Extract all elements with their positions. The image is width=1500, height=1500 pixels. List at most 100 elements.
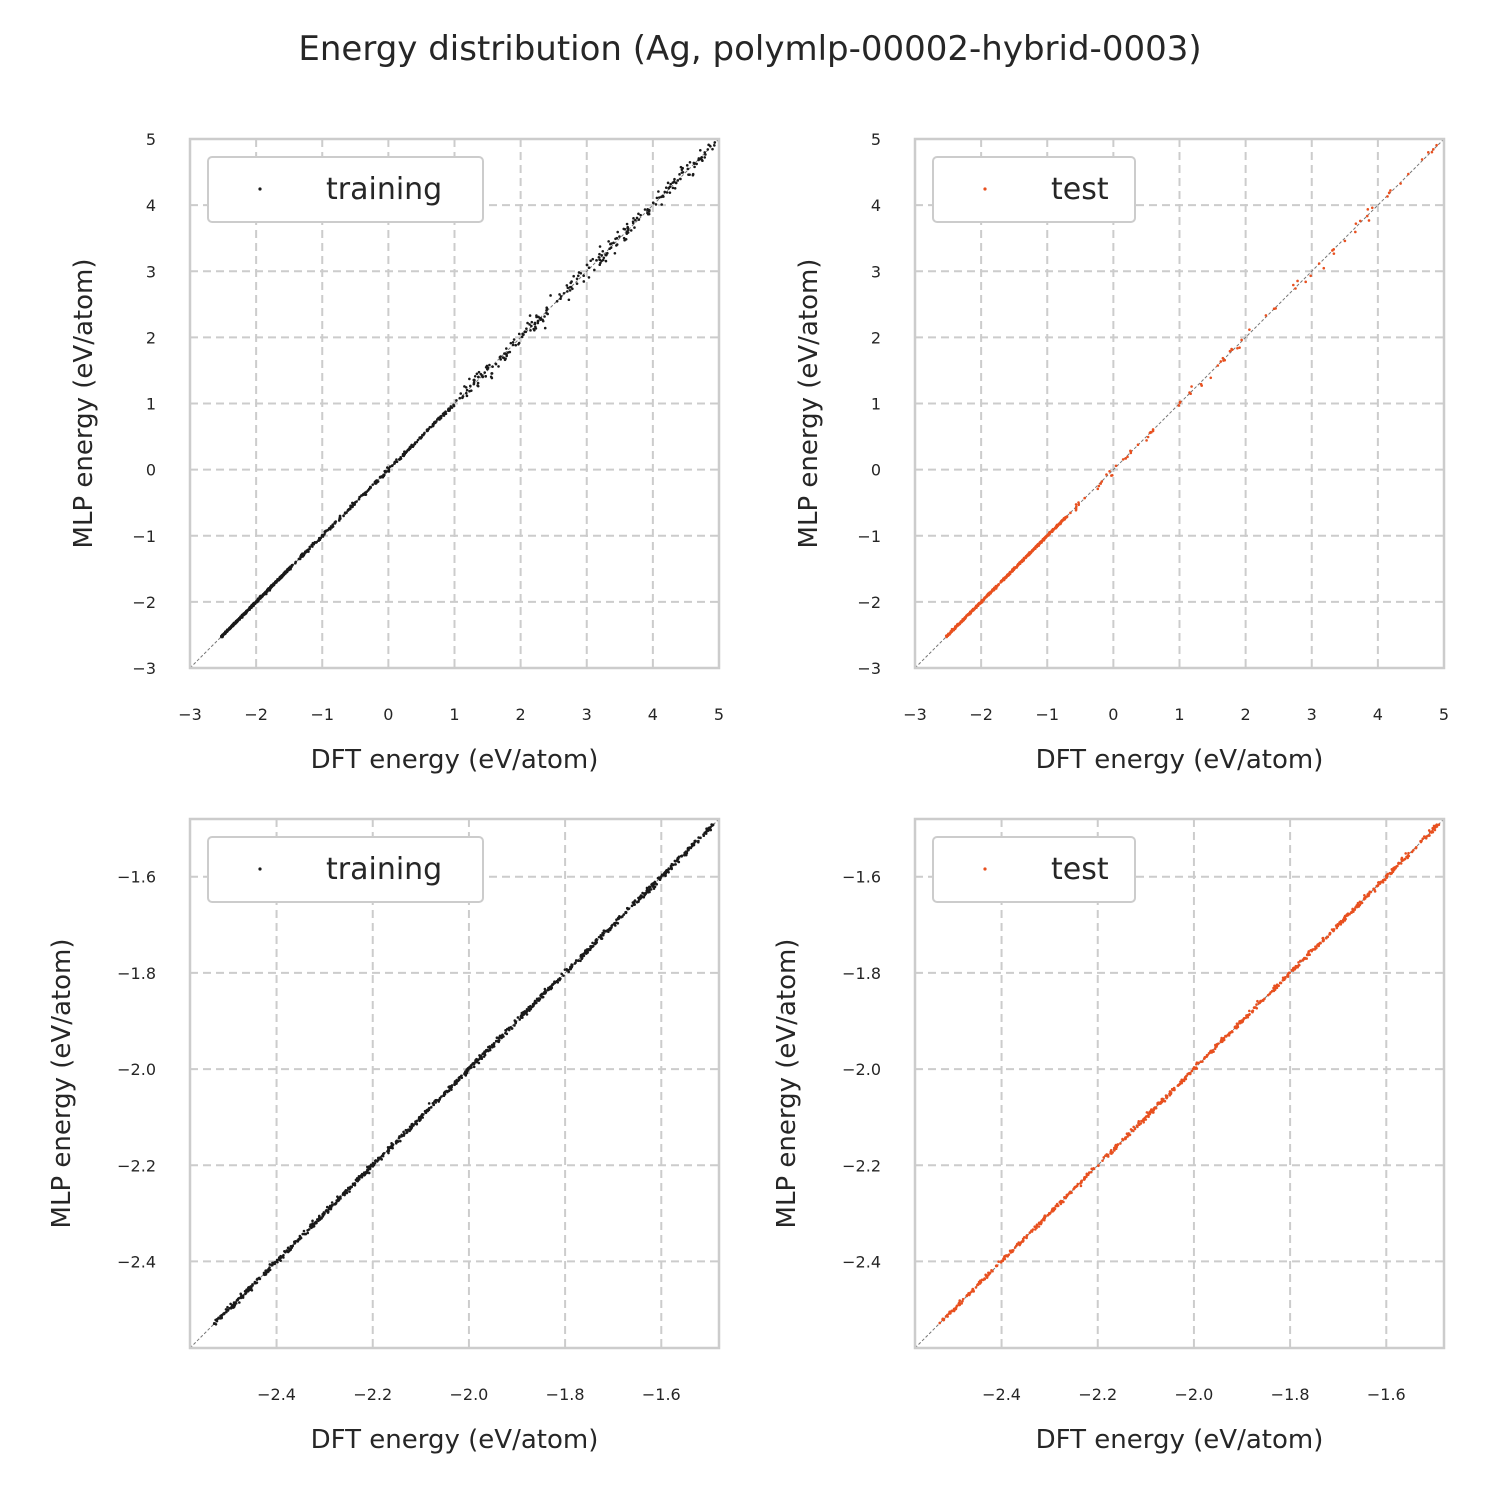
data-point-test xyxy=(1216,364,1220,367)
data-point-test xyxy=(1228,349,1232,353)
data-point-training xyxy=(220,635,223,638)
data-point-training xyxy=(433,1100,436,1103)
data-point-test xyxy=(1077,503,1081,507)
legend-label: test xyxy=(1051,852,1109,887)
data-point-test xyxy=(1135,1124,1139,1127)
data-point-test xyxy=(1354,222,1358,225)
data-point-training xyxy=(407,1128,410,1131)
data-point-training xyxy=(336,1199,339,1203)
data-point-test xyxy=(950,1309,954,1313)
chart-panel-top-left: −3 −2 −1 0 1 2 3 4 5 −3 −2 −1 0 1 2 3 4 5 DFT energy (eV/a… xyxy=(69,130,724,775)
data-point-training xyxy=(541,319,545,323)
data-point-test xyxy=(1396,864,1399,868)
data-point-training xyxy=(449,405,453,408)
data-point-test xyxy=(1386,195,1389,198)
data-point-training xyxy=(477,375,480,379)
data-point-test xyxy=(1129,451,1133,455)
data-point-training xyxy=(624,911,627,915)
y-tick-label: −2.4 xyxy=(842,1252,881,1271)
data-point-training xyxy=(440,1095,443,1098)
data-point-training xyxy=(349,1185,352,1189)
data-point-training xyxy=(692,842,696,845)
data-point-test xyxy=(1348,912,1351,916)
data-point-training xyxy=(234,1301,237,1304)
data-point-training xyxy=(531,1004,535,1008)
data-point-test xyxy=(1219,360,1223,363)
data-point-training xyxy=(586,948,590,951)
data-point-test xyxy=(1356,903,1359,907)
data-point-test xyxy=(1037,1225,1041,1228)
data-point-test xyxy=(1383,878,1387,882)
data-point-training xyxy=(468,389,471,393)
data-point-training xyxy=(679,177,682,181)
data-point-training xyxy=(250,603,254,607)
data-point-training xyxy=(631,901,635,904)
data-point-training xyxy=(637,212,640,216)
data-point-test xyxy=(946,1313,949,1317)
data-point-test xyxy=(1051,1210,1054,1213)
data-point-training xyxy=(237,1296,241,1300)
data-point-training xyxy=(633,899,637,902)
data-point-training xyxy=(459,1075,463,1079)
plot-frame xyxy=(913,817,1446,1350)
data-point-test xyxy=(1032,548,1035,552)
data-point-training xyxy=(408,1125,412,1129)
data-point-training xyxy=(311,545,314,548)
data-point-training xyxy=(568,289,572,292)
data-point-training xyxy=(258,1277,262,1281)
data-point-test xyxy=(1364,895,1367,899)
data-point-training xyxy=(664,874,667,877)
data-point-test xyxy=(1400,857,1403,861)
data-point-training xyxy=(492,1042,496,1045)
data-point-training xyxy=(426,429,429,432)
data-point-test xyxy=(1092,1167,1096,1171)
data-point-training xyxy=(534,327,538,330)
data-point-test xyxy=(1070,1191,1073,1195)
data-point-test xyxy=(1139,1122,1143,1125)
y-tick-label: 4 xyxy=(146,196,156,215)
data-point-test xyxy=(1133,1127,1137,1131)
data-point-training xyxy=(637,900,640,903)
data-point-training xyxy=(513,1024,516,1027)
data-point-test xyxy=(1422,835,1426,838)
data-point-test xyxy=(1121,458,1125,461)
y-tick-label: −1.8 xyxy=(117,964,156,983)
data-point-test xyxy=(1373,888,1376,892)
plot-frame xyxy=(188,137,721,670)
data-point-training xyxy=(533,321,537,325)
data-point-training xyxy=(567,298,571,302)
x-tick-label: −1.6 xyxy=(642,1385,681,1404)
data-point-training xyxy=(343,1193,346,1197)
data-point-training xyxy=(536,998,539,1002)
y-tick-label: 2 xyxy=(146,328,156,347)
data-point-training xyxy=(703,151,707,154)
data-point-test xyxy=(1407,854,1411,858)
data-point-test xyxy=(1036,543,1039,547)
data-point-test xyxy=(1043,536,1046,540)
data-point-training xyxy=(427,1108,431,1112)
data-point-training xyxy=(535,314,538,317)
data-point-training xyxy=(713,141,717,144)
data-point-test xyxy=(1116,1143,1120,1146)
data-point-training xyxy=(321,1215,325,1218)
data-point-training xyxy=(529,329,532,332)
y-tick-label: −1.6 xyxy=(117,868,156,887)
x-tick-label: 0 xyxy=(1108,705,1118,724)
data-point-test xyxy=(965,1294,969,1298)
data-point-training xyxy=(673,859,677,863)
data-point-test xyxy=(1259,999,1262,1003)
data-point-training xyxy=(665,191,669,194)
data-point-training xyxy=(663,870,667,874)
data-point-test xyxy=(1430,831,1433,834)
data-point-test xyxy=(1290,968,1294,972)
data-point-training xyxy=(348,1190,351,1193)
data-point-training xyxy=(232,1303,235,1306)
data-point-training xyxy=(666,870,670,873)
data-point-training xyxy=(264,1269,267,1272)
data-point-training xyxy=(662,195,665,198)
data-point-test xyxy=(1343,914,1347,918)
data-point-test xyxy=(966,613,970,616)
data-point-training xyxy=(555,299,559,303)
data-point-training xyxy=(497,365,500,368)
data-point-training xyxy=(553,981,556,985)
